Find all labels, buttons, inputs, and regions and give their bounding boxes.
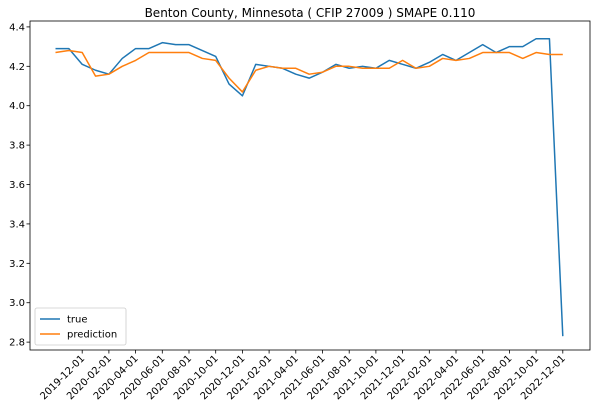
y-tick-label: 3.8 xyxy=(9,141,25,152)
legend-box xyxy=(34,307,127,346)
series-line-prediction xyxy=(55,49,563,93)
y-tick-label: 3.2 xyxy=(9,259,25,270)
plot-area xyxy=(55,37,564,337)
y-tick-label: 4.2 xyxy=(9,62,25,73)
axes-frame xyxy=(29,20,591,351)
y-tick-label: 4.4 xyxy=(9,22,25,33)
y-tick-label: 3.6 xyxy=(9,180,25,191)
chart-title: Benton County, Minnesota ( CFIP 27009 ) … xyxy=(145,6,476,20)
y-tick-label: 4.0 xyxy=(9,101,25,112)
y-tick-label: 3.0 xyxy=(9,298,25,309)
series-line-true xyxy=(55,37,564,337)
y-tick-label: 2.8 xyxy=(9,338,25,349)
y-tick-label: 3.4 xyxy=(9,219,25,230)
legend-label-prediction: prediction xyxy=(67,330,117,341)
legend-label-true: true xyxy=(67,315,88,326)
legend: true prediction xyxy=(34,307,127,346)
